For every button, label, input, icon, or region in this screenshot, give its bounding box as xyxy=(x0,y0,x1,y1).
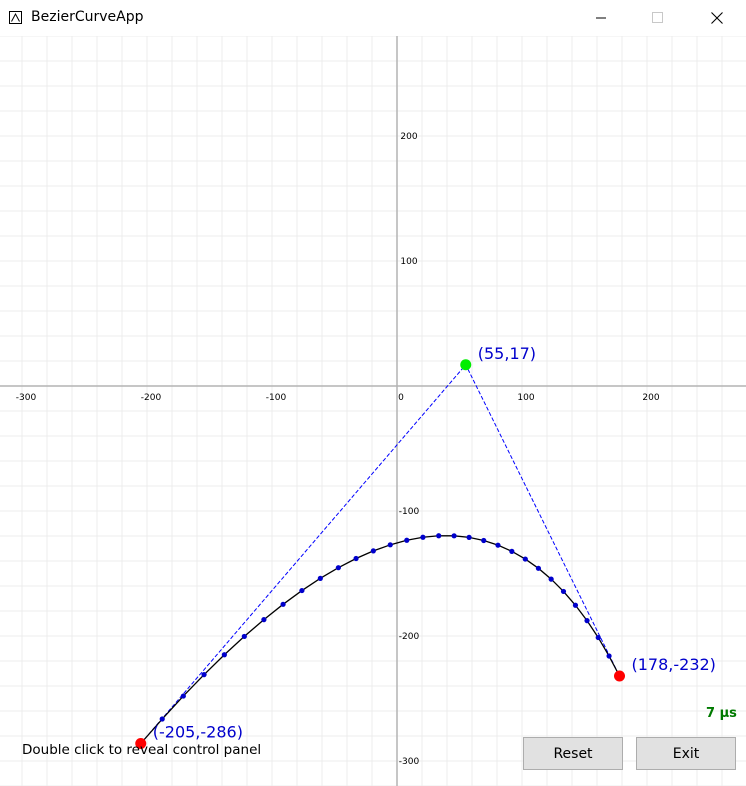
curve-sample-point xyxy=(606,653,612,659)
bezier-app-icon xyxy=(9,11,22,24)
curve-sample-point xyxy=(548,576,554,582)
curve-sample-point xyxy=(560,588,567,595)
exit-button[interactable]: Exit xyxy=(636,737,736,770)
curve-sample-points xyxy=(159,533,612,722)
curve-sample-point xyxy=(436,533,442,539)
curve-sample-point xyxy=(509,548,515,554)
curve-sample-point xyxy=(280,601,286,607)
curve-sample-point xyxy=(495,542,501,548)
control-point-label: (-205,-286) xyxy=(153,723,243,742)
curve-sample-point xyxy=(241,633,247,640)
curve-sample-point xyxy=(451,533,457,539)
control-point[interactable] xyxy=(135,738,147,749)
curve-sample-point xyxy=(387,542,393,548)
control-polygon-line xyxy=(140,363,620,744)
reset-button[interactable]: Reset xyxy=(523,737,623,770)
maximize-button[interactable] xyxy=(634,0,680,36)
x-tick-label: -200 xyxy=(141,393,162,403)
x-tick-label: -100 xyxy=(266,393,287,403)
curve-sample-point xyxy=(261,617,267,623)
control-polygon xyxy=(140,363,620,744)
control-point-label: (178,-232) xyxy=(632,655,716,674)
control-point-labels: (-205,-286) (55,17) (178,-232) xyxy=(153,344,716,742)
x-tick-label: 200 xyxy=(642,393,659,403)
control-point-label: (55,17) xyxy=(478,344,536,363)
y-tick-label: 100 xyxy=(400,257,417,267)
hint-text: Double click to reveal control panel xyxy=(22,742,262,758)
curve-sample-point xyxy=(335,565,341,571)
x-tick-label: -300 xyxy=(16,393,37,403)
curve-sample-point xyxy=(299,587,305,594)
close-icon xyxy=(711,12,723,24)
curve-sample-point xyxy=(420,534,426,540)
curve-sample-point xyxy=(481,537,487,544)
curve-sample-point xyxy=(201,672,207,678)
grid xyxy=(0,36,746,786)
title-bar[interactable]: BezierCurveApp xyxy=(0,0,746,36)
axis-tick-labels: -300 -200 -100 0 100 200 200 100 -100 -200 -300 xyxy=(16,132,660,767)
curve-sample-point xyxy=(370,548,376,554)
x-tick-label: 100 xyxy=(517,393,534,403)
maximize-icon xyxy=(652,12,663,23)
curve-sample-point xyxy=(466,534,472,540)
bezier-curve xyxy=(140,535,621,744)
y-tick-label: -300 xyxy=(399,757,420,767)
x-tick-label: 0 xyxy=(398,393,404,403)
curve-sample-point xyxy=(535,565,542,571)
minimize-icon xyxy=(596,17,606,19)
control-point[interactable] xyxy=(614,670,625,682)
curve-sample-point xyxy=(221,652,227,658)
minimize-button[interactable] xyxy=(578,0,624,36)
drawing-canvas[interactable]: -300 -200 -100 0 100 200 200 100 -100 -200 -300 (-… xyxy=(0,36,746,786)
y-tick-label: -200 xyxy=(399,632,420,642)
curve-sample-point xyxy=(404,537,410,543)
axes xyxy=(0,36,746,786)
curve-sample-point xyxy=(522,556,528,562)
curve-sample-point xyxy=(584,618,590,624)
curve-sample-point xyxy=(180,693,186,699)
curve-sample-point xyxy=(595,634,601,641)
close-button[interactable] xyxy=(694,0,740,36)
curve-sample-point xyxy=(159,716,165,722)
y-tick-label: 200 xyxy=(400,132,417,142)
control-point[interactable] xyxy=(460,359,472,371)
bezier-curve-line xyxy=(140,535,621,744)
curve-sample-point xyxy=(317,575,323,581)
curve-sample-point xyxy=(572,602,579,608)
render-time-label: 7 µs xyxy=(706,706,737,721)
control-points[interactable] xyxy=(135,359,625,749)
curve-sample-point xyxy=(353,555,359,562)
window-title: BezierCurveApp xyxy=(31,9,144,25)
y-tick-label: -100 xyxy=(399,507,420,517)
